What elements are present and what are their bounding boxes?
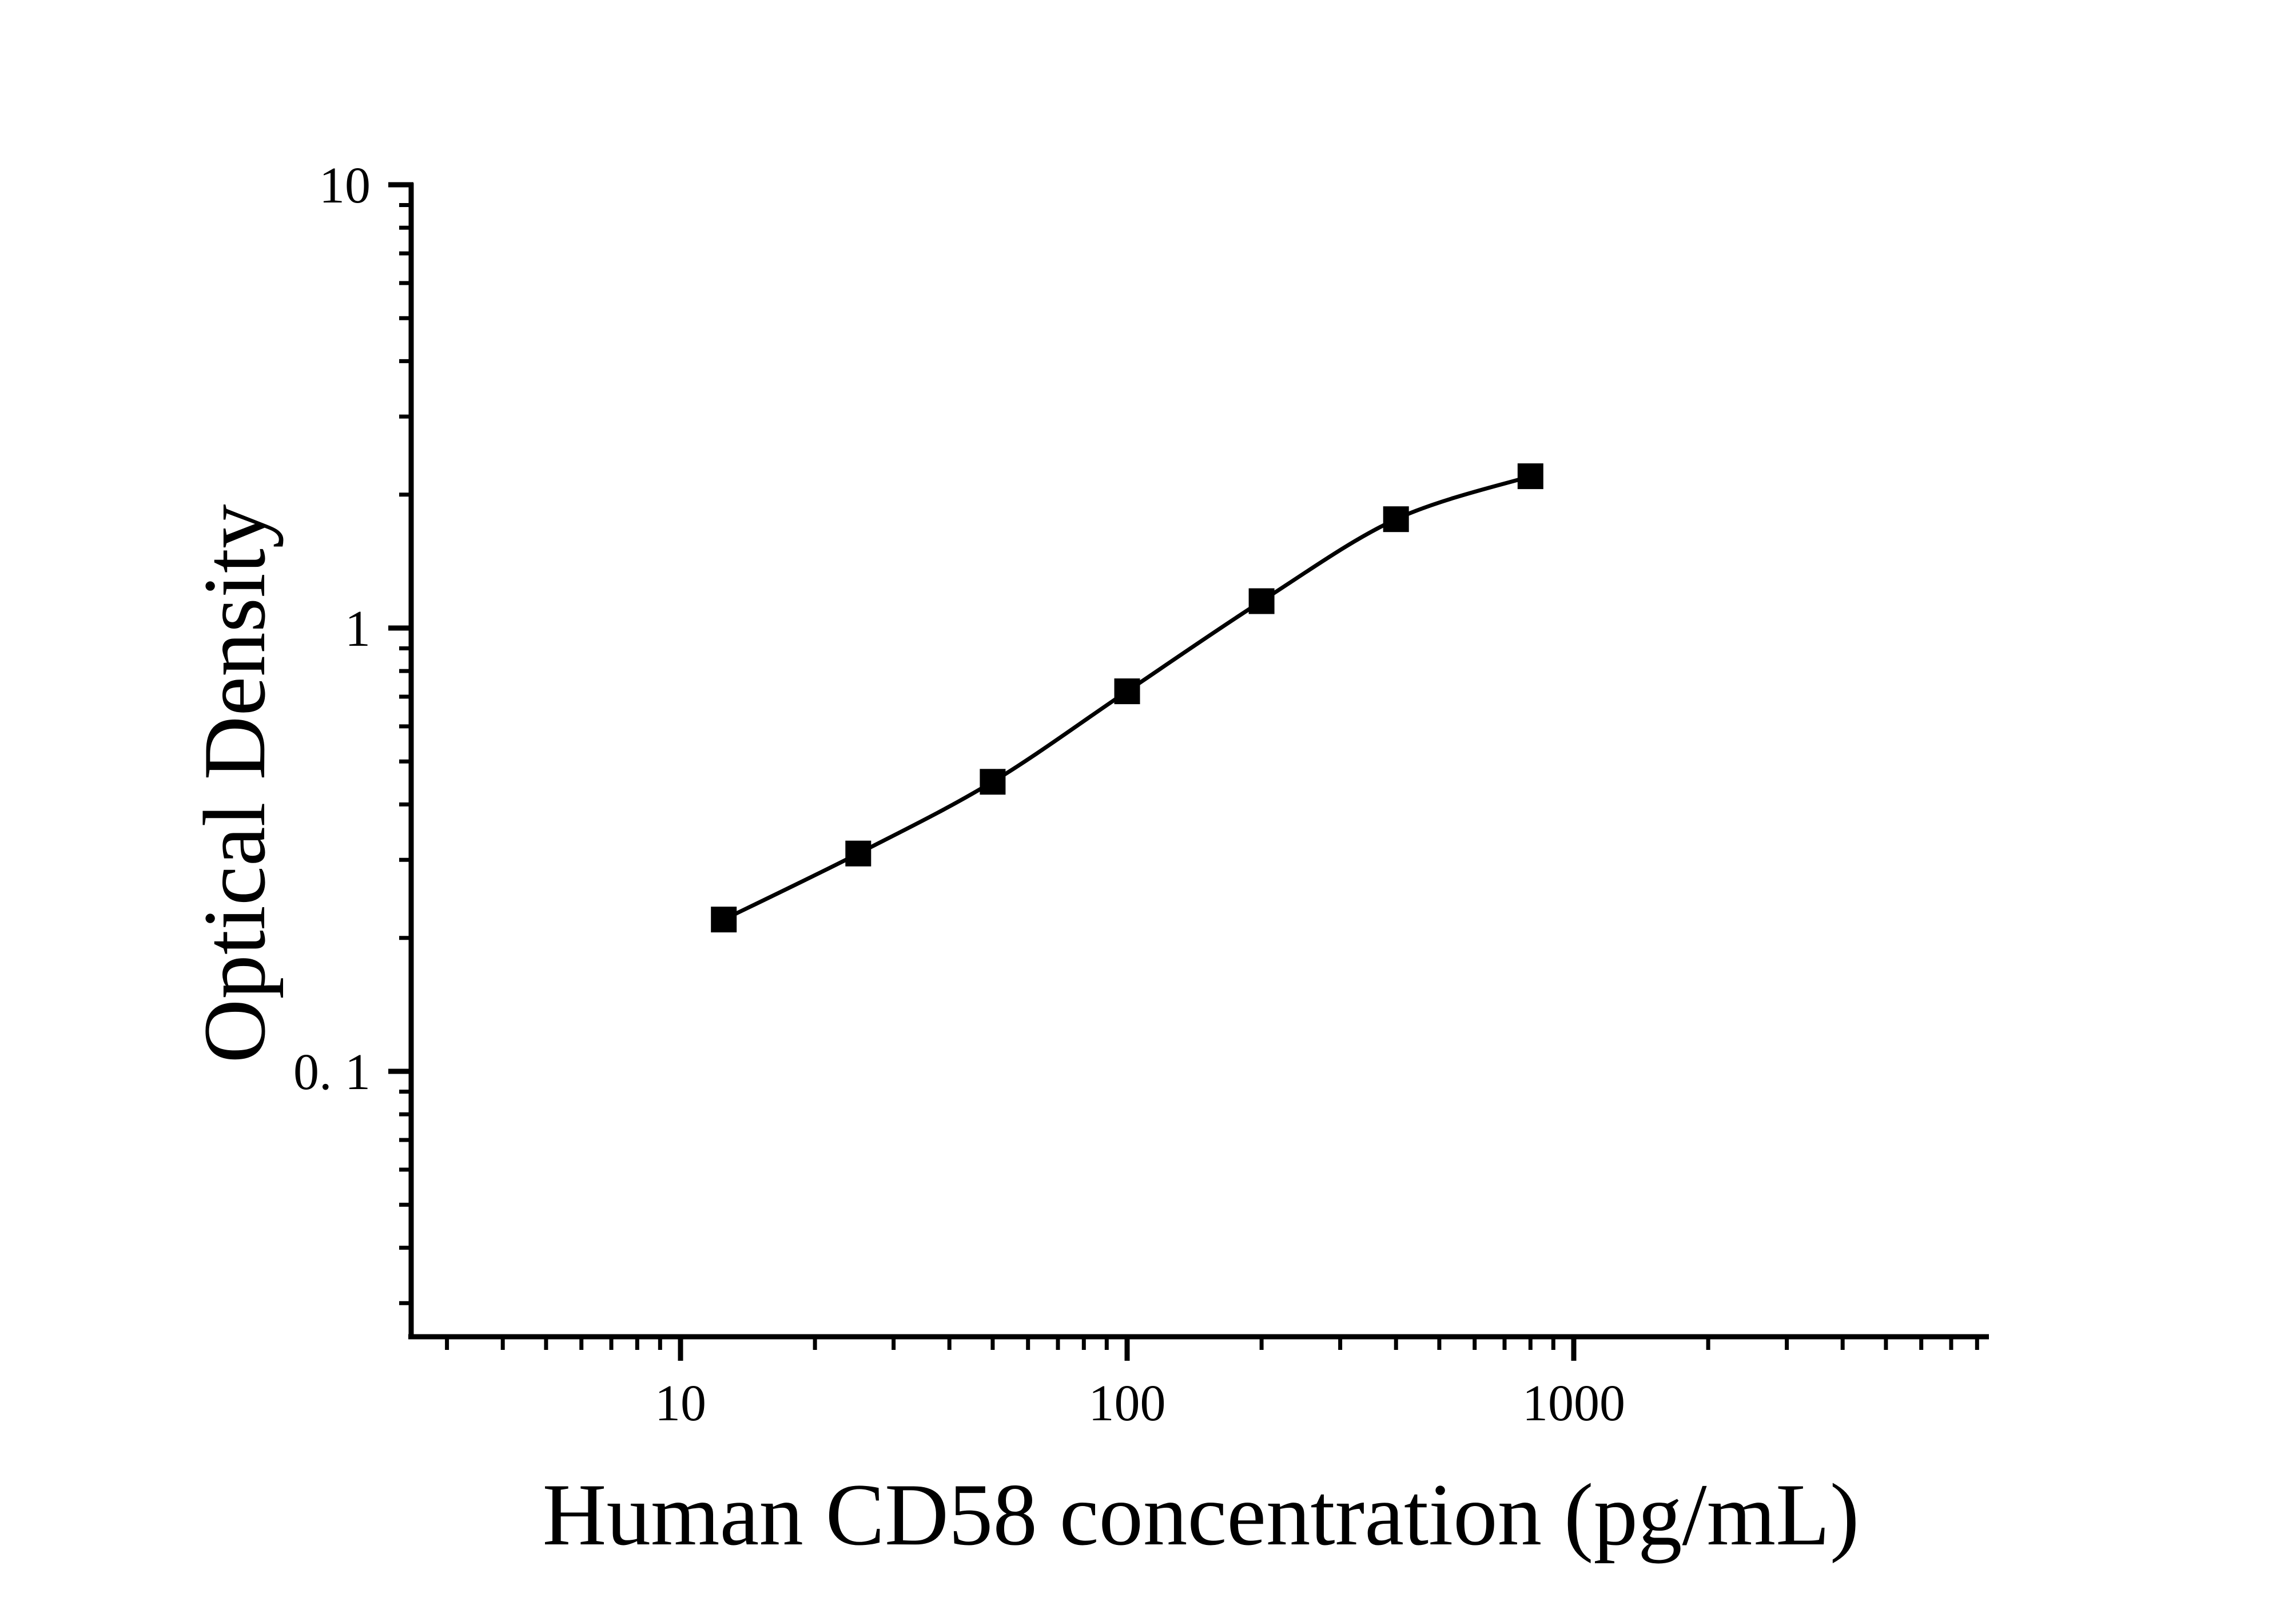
data-point-marker <box>845 840 872 867</box>
y-axis-minor-ticks <box>399 203 413 1305</box>
x-axis-title: Human CD58 concentration (pg/mL) <box>543 1465 1860 1564</box>
y-axis-major-ticks <box>388 182 413 1074</box>
x-tick-label: 100 <box>1089 1375 1166 1432</box>
data-point-marker <box>1114 678 1140 705</box>
axes <box>408 183 1989 1340</box>
data-point-marker <box>1383 506 1409 533</box>
data-point-marker <box>1517 463 1543 490</box>
x-axis-minor-ticks <box>445 1337 1979 1350</box>
y-axis-title: Optical Density <box>185 504 284 1063</box>
y-tick-label: 10 <box>319 157 371 214</box>
x-axis-major-ticks <box>678 1337 1577 1361</box>
y-tick-label: 1 <box>345 601 371 657</box>
x-axis-tick-labels: 10 100 1000 <box>655 1375 1625 1432</box>
x-tick-label: 1000 <box>1522 1375 1625 1432</box>
data-point-marker <box>1248 588 1275 614</box>
x-tick-label: 10 <box>655 1375 706 1432</box>
data-point-markers <box>711 463 1543 933</box>
data-point-marker <box>980 769 1006 795</box>
data-point-marker <box>711 907 737 933</box>
y-tick-label: 0. 1 <box>293 1044 371 1101</box>
y-axis-tick-labels: 10 1 0. 1 <box>293 157 371 1101</box>
